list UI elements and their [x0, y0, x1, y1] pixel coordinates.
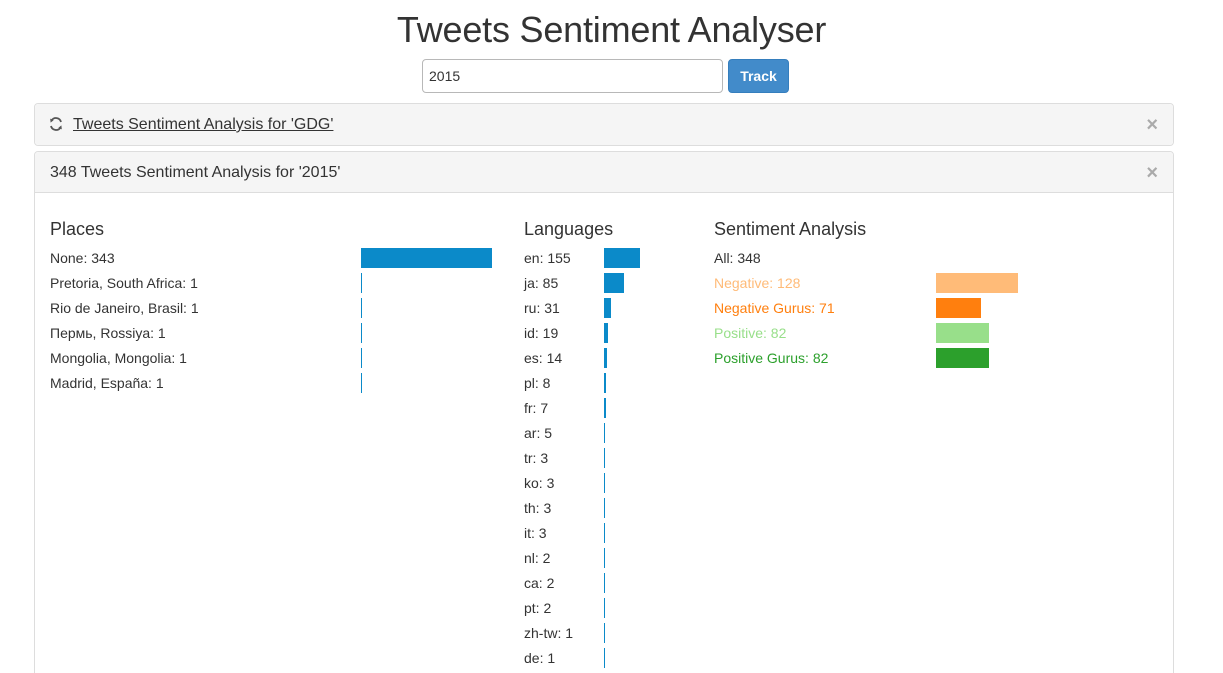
places-row-label: None: 343 — [50, 250, 115, 266]
track-button[interactable]: Track — [728, 59, 789, 93]
languages-bar — [604, 548, 605, 568]
languages-bar — [604, 623, 605, 643]
sentiment-row-label: Positive: 82 — [714, 325, 787, 341]
places-row-label: Madrid, España: 1 — [50, 375, 164, 391]
panel-2015-heading: 348 Tweets Sentiment Analysis for '2015'… — [35, 152, 1173, 193]
languages-row-label: es: 14 — [524, 350, 563, 366]
languages-row-label: ru: 31 — [524, 300, 560, 316]
places-bar — [361, 323, 362, 343]
languages-bar — [604, 373, 606, 393]
places-row-label: Mongolia, Mongolia: 1 — [50, 350, 187, 366]
languages-bar — [604, 298, 611, 318]
sentiment-row-label: Positive Gurus: 82 — [714, 350, 829, 366]
languages-bar — [604, 523, 605, 543]
languages-row-label: en: 155 — [524, 250, 571, 266]
languages-bar — [604, 498, 605, 518]
languages-row-label: ca: 2 — [524, 575, 555, 591]
languages-row-label: fr: 7 — [524, 400, 549, 416]
close-icon[interactable]: × — [1146, 114, 1158, 136]
search-input[interactable] — [422, 59, 723, 93]
languages-bar — [604, 348, 607, 368]
languages-row-label: pt: 2 — [524, 600, 552, 616]
languages-row-label: id: 19 — [524, 325, 559, 341]
languages-bar — [604, 473, 605, 493]
places-bar — [361, 273, 362, 293]
places-row-label: Pretoria, South Africa: 1 — [50, 275, 198, 291]
panel-gdg-title[interactable]: Tweets Sentiment Analysis for 'GDG' — [73, 116, 334, 133]
languages-bar — [604, 423, 605, 443]
languages-bar — [604, 573, 605, 593]
languages-row-label: pl: 8 — [524, 375, 551, 391]
places-heading: Places — [50, 219, 105, 239]
places-bar — [361, 348, 362, 368]
languages-row-label: ar: 5 — [524, 425, 553, 441]
sentiment-bar — [936, 348, 989, 368]
languages-row-label: it: 3 — [524, 525, 547, 541]
languages-row-label: de: 1 — [524, 650, 556, 666]
panel-2015-title: 348 Tweets Sentiment Analysis for '2015' — [50, 164, 341, 181]
languages-bar — [604, 648, 605, 668]
languages-row-label: tr: 3 — [524, 450, 549, 466]
sentiment-all-label: All: 348 — [714, 250, 761, 266]
languages-row-label: zh-tw: 1 — [524, 625, 574, 641]
languages-bar — [604, 248, 640, 268]
close-icon[interactable]: × — [1146, 162, 1158, 184]
languages-row-label: ko: 3 — [524, 475, 555, 491]
languages-heading: Languages — [524, 219, 614, 239]
sentiment-row-label: Negative Gurus: 71 — [714, 300, 835, 316]
languages-bar — [604, 398, 606, 418]
languages-row-label: ja: 85 — [524, 275, 559, 291]
places-row-label: Rio de Janeiro, Brasil: 1 — [50, 300, 199, 316]
languages-row-label: th: 3 — [524, 500, 552, 516]
sentiment-heading: Sentiment Analysis — [714, 219, 867, 239]
sentiment-row-label: Negative: 128 — [714, 275, 801, 291]
panel-gdg-heading[interactable]: Tweets Sentiment Analysis for 'GDG' × — [35, 104, 1173, 145]
languages-bar — [604, 448, 605, 468]
page-title: Tweets Sentiment Analyser — [396, 9, 827, 50]
sentiment-bar — [936, 298, 981, 318]
refresh-icon[interactable] — [48, 116, 64, 132]
sentiment-bar — [936, 273, 1018, 293]
panel-gdg: Tweets Sentiment Analysis for 'GDG' × — [34, 103, 1174, 146]
places-bar — [361, 298, 362, 318]
places-row-label: Пермь, Rossiya: 1 — [50, 325, 166, 341]
sentiment-bar — [936, 323, 989, 343]
languages-bar — [604, 323, 608, 343]
places-bar — [361, 248, 492, 268]
places-bar — [361, 373, 362, 393]
languages-bar — [604, 598, 605, 618]
languages-row-label: nl: 2 — [524, 550, 551, 566]
languages-bar — [604, 273, 624, 293]
